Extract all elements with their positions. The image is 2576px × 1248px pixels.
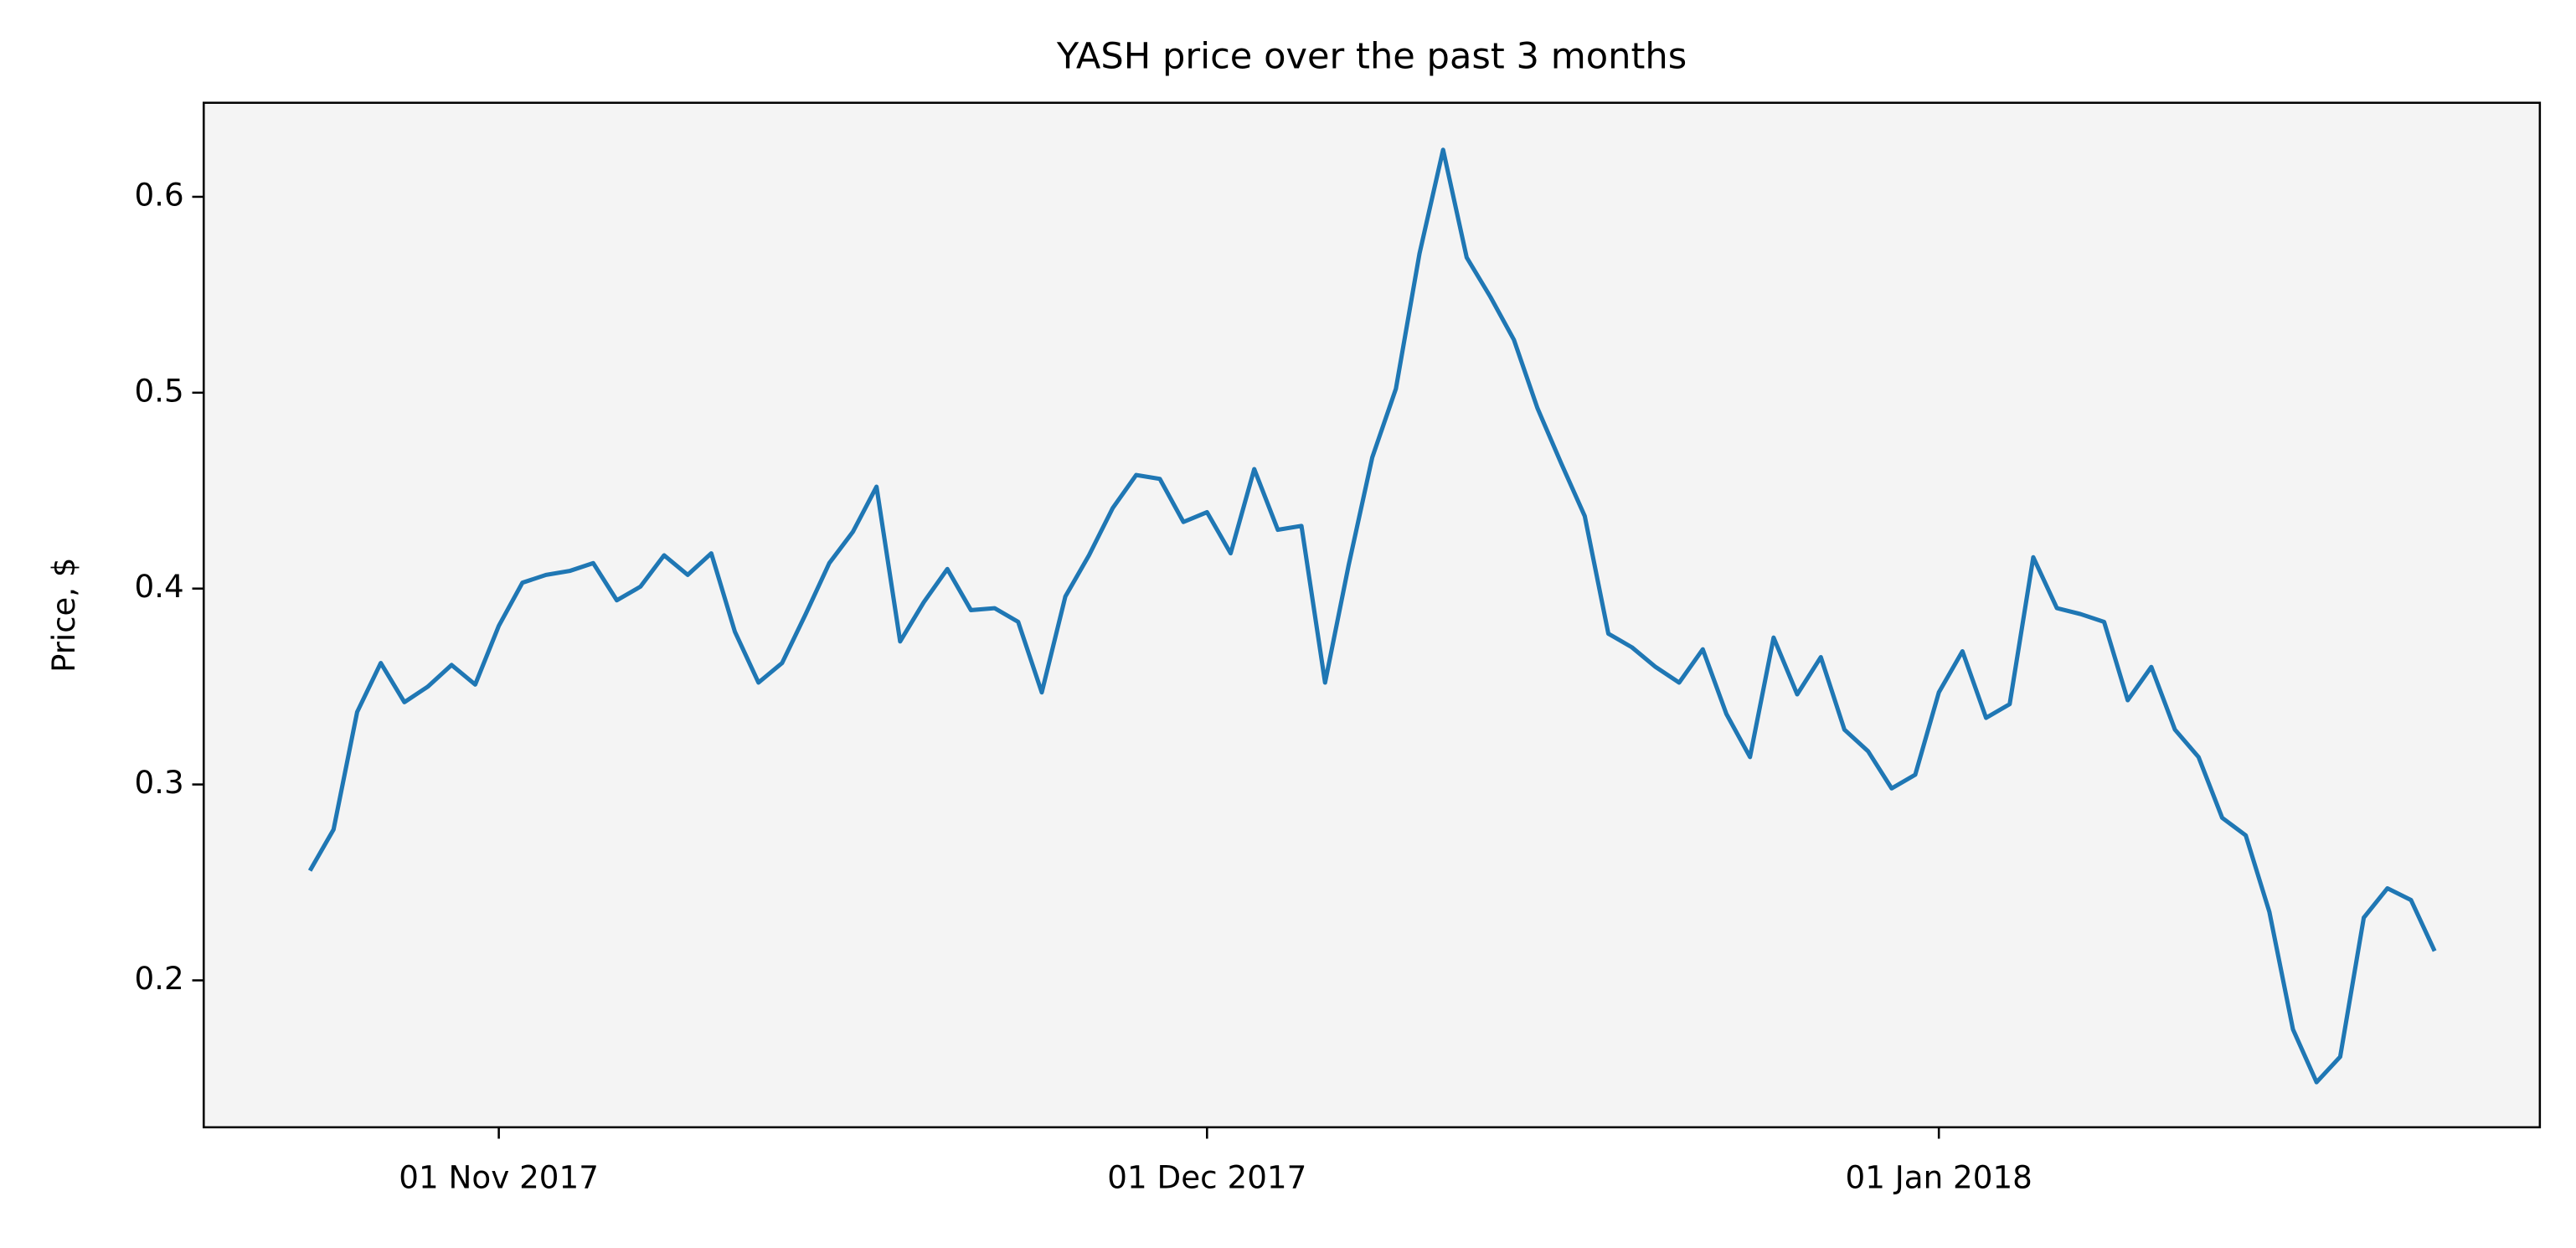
y-tick-label: 0.6 — [134, 178, 183, 214]
y-tick-label: 0.4 — [134, 569, 183, 605]
y-tick-label: 0.2 — [134, 961, 183, 997]
y-axis-label: Price, $ — [46, 558, 82, 673]
chart-title: YASH price over the past 3 months — [1056, 36, 1687, 78]
price-line — [307, 147, 2437, 1085]
x-tick-label: 01 Jan 2018 — [1846, 1160, 2032, 1196]
x-tick-label: 01 Dec 2017 — [1107, 1160, 1306, 1196]
y-tick-label: 0.5 — [134, 373, 183, 409]
plot-background — [204, 102, 2540, 1127]
plot-frame — [202, 101, 2542, 1129]
y-tick-label: 0.3 — [134, 765, 183, 801]
x-tick-label: 01 Nov 2017 — [399, 1160, 599, 1196]
